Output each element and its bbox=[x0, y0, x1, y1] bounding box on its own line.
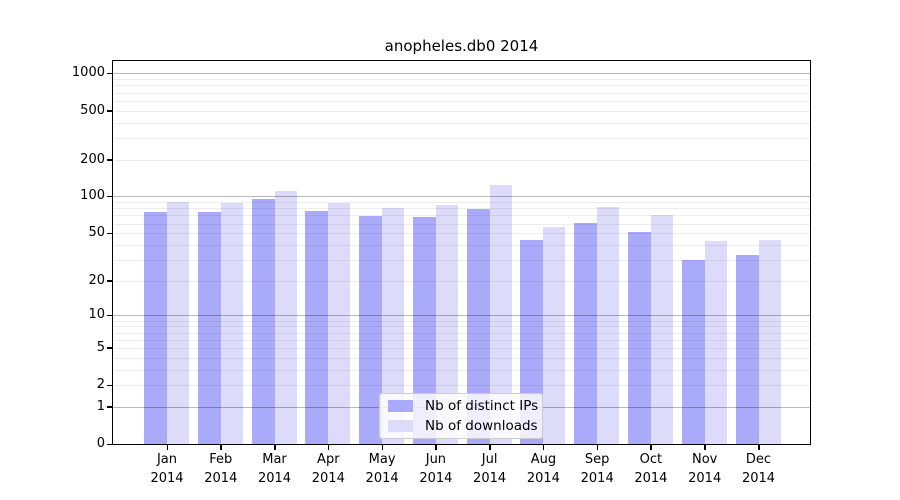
y-tick-label: 200 bbox=[80, 151, 105, 167]
downloads-swatch-icon bbox=[388, 420, 413, 433]
bar-downloads-apr bbox=[328, 203, 351, 444]
y-tick-label: 50 bbox=[88, 225, 105, 241]
bar-downloads-jan bbox=[167, 202, 189, 444]
y-axis-tick bbox=[107, 314, 112, 317]
chart-title: anopheles.db0 2014 bbox=[384, 37, 539, 55]
bar-downloads-mar bbox=[274, 190, 297, 444]
bar-downloads-jun bbox=[435, 205, 458, 444]
bar-distinct-ips-dec bbox=[735, 254, 759, 444]
x-tick-label: Mar 2014 bbox=[257, 452, 292, 486]
bar-downloads-jul bbox=[489, 185, 512, 444]
bar-distinct-ips-nov bbox=[681, 259, 705, 444]
legend-label-distinct-ips: Nb of distinct IPs bbox=[425, 397, 539, 414]
bar-downloads-may bbox=[382, 208, 405, 444]
bar-downloads-sep bbox=[597, 207, 620, 444]
bar-distinct-ips-aug bbox=[520, 239, 544, 444]
bar-distinct-ips-may bbox=[359, 216, 383, 444]
y-axis-tick bbox=[107, 232, 112, 235]
bar-distinct-ips-oct bbox=[627, 232, 651, 444]
y-tick-label: 10 bbox=[88, 307, 105, 323]
legend: Nb of distinct IPs Nb of downloads bbox=[379, 393, 543, 439]
distinct-ips-swatch-icon bbox=[388, 399, 413, 412]
bar-distinct-ips-feb bbox=[197, 211, 221, 444]
x-tick-label: Jun 2014 bbox=[419, 452, 453, 486]
legend-row-downloads: Nb of downloads bbox=[386, 418, 538, 436]
y-axis-tick bbox=[107, 110, 112, 112]
x-tick-label: May 2014 bbox=[365, 452, 399, 486]
y-axis-tick bbox=[107, 159, 112, 161]
y-tick-label: 1000 bbox=[71, 65, 105, 81]
x-axis-tick bbox=[650, 445, 652, 450]
y-axis-tick bbox=[107, 406, 112, 408]
x-axis-tick bbox=[166, 445, 168, 450]
bar-downloads-dec bbox=[758, 239, 781, 444]
bar-downloads-aug bbox=[543, 227, 566, 444]
y-tick-label: 1 bbox=[96, 398, 105, 414]
x-tick-label: Dec 2014 bbox=[741, 452, 776, 486]
x-tick-label: Oct 2014 bbox=[634, 452, 668, 486]
bar-distinct-ips-apr bbox=[305, 211, 329, 444]
y-tick-label: 500 bbox=[80, 102, 105, 118]
bar-distinct-ips-mar bbox=[251, 198, 275, 444]
x-tick-label: Feb 2014 bbox=[204, 452, 238, 486]
x-tick-label: Sep 2014 bbox=[580, 452, 614, 486]
x-axis-tick bbox=[704, 445, 706, 450]
bar-downloads-oct bbox=[650, 215, 673, 444]
y-tick-label: 0 bbox=[96, 436, 105, 451]
y-tick-label: 20 bbox=[88, 272, 105, 288]
x-tick-label: Aug 2014 bbox=[526, 452, 560, 486]
x-axis-tick bbox=[327, 445, 330, 450]
x-axis-tick bbox=[596, 445, 599, 450]
x-tick-label: Apr 2014 bbox=[311, 452, 345, 486]
y-tick-label: 5 bbox=[96, 339, 105, 355]
y-axis-tick bbox=[107, 72, 112, 75]
x-axis-tick bbox=[542, 445, 545, 450]
x-tick-label: Jan 2014 bbox=[150, 452, 184, 486]
bar-downloads-nov bbox=[704, 241, 727, 444]
bar-distinct-ips-jan bbox=[144, 212, 167, 444]
bar-distinct-ips-jul bbox=[466, 208, 490, 444]
x-axis-tick bbox=[381, 445, 384, 450]
y-tick-label: 100 bbox=[80, 188, 105, 204]
y-axis-tick bbox=[107, 384, 112, 387]
y-axis-tick bbox=[107, 443, 112, 445]
x-tick-label: Nov 2014 bbox=[688, 452, 722, 486]
x-axis-tick bbox=[758, 445, 760, 450]
x-axis-tick bbox=[435, 445, 437, 450]
legend-label-downloads: Nb of downloads bbox=[425, 418, 538, 435]
y-axis-tick bbox=[107, 195, 112, 198]
bar-distinct-ips-jun bbox=[412, 216, 436, 444]
x-axis-tick bbox=[274, 445, 276, 450]
legend-row-distinct-ips: Nb of distinct IPs bbox=[386, 397, 539, 415]
x-tick-label: Jul 2014 bbox=[473, 452, 507, 486]
bar-downloads-feb bbox=[220, 203, 243, 444]
y-axis-tick bbox=[107, 347, 112, 349]
x-axis-tick bbox=[489, 445, 491, 450]
bar-distinct-ips-sep bbox=[574, 222, 598, 444]
x-axis-tick bbox=[220, 445, 222, 450]
bars-layer bbox=[113, 61, 810, 444]
y-axis-tick bbox=[107, 280, 112, 282]
y-tick-label: 2 bbox=[96, 377, 105, 393]
